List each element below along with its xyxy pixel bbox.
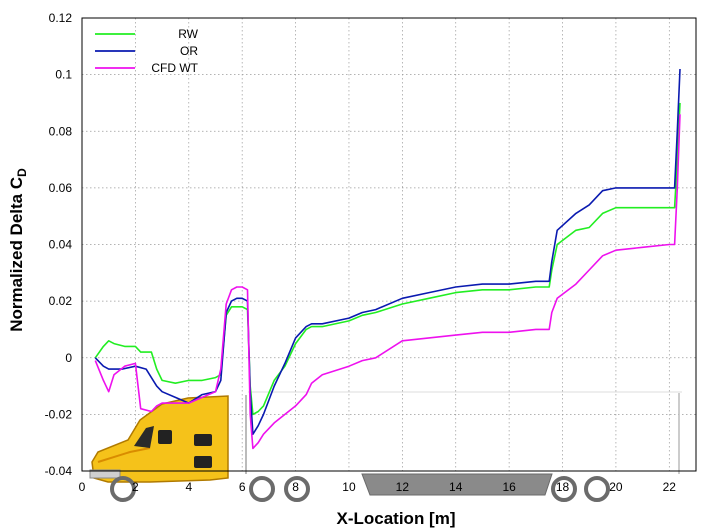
- cab-side-window: [158, 430, 172, 444]
- legend: RW OR CFD WT: [95, 27, 199, 75]
- series-line-cfd-wt: [94, 114, 681, 450]
- series-line-or: [94, 68, 681, 436]
- series-line-rw: [94, 102, 681, 416]
- y-tick-label: 0.04: [49, 238, 73, 252]
- trailer-silhouette: [361, 473, 553, 496]
- legend-label: RW: [178, 27, 198, 41]
- y-tick-label: 0.08: [49, 124, 73, 138]
- y-axis-title-subscript: D: [15, 168, 29, 177]
- series-lines: [94, 68, 681, 450]
- plot-frame: [81, 17, 697, 472]
- y-tick-label: 0.06: [49, 181, 73, 195]
- wheel: [110, 476, 136, 502]
- y-tick-label: 0.1: [55, 68, 72, 82]
- y-axis-title: Normalized Delta CD: [7, 168, 29, 332]
- x-tick-label: 10: [342, 480, 356, 494]
- cab-hood-stripe: [97, 447, 151, 463]
- grid: [81, 17, 696, 472]
- x-tick-label: 0: [79, 480, 86, 494]
- x-tick-label: 4: [185, 480, 192, 494]
- y-tick-labels: -0.04 -0.02 0 0.02 0.04 0.06 0.08 0.1 0.12: [45, 11, 73, 478]
- y-tick-label: 0.12: [49, 11, 73, 25]
- y-tick-label: -0.04: [45, 464, 73, 478]
- x-tick-label: 20: [609, 480, 623, 494]
- truck-illustration: [89, 391, 682, 502]
- x-tick-labels: 0 2 4 6 8 10 12 14 16 18 20 22: [79, 480, 677, 494]
- x-axis-title: X-Location [m]: [337, 509, 456, 528]
- x-tick-label: 14: [449, 480, 463, 494]
- cab-sleeper-window-2: [194, 456, 212, 468]
- y-tick-label: -0.02: [45, 407, 73, 421]
- x-tick-label: 2: [132, 480, 139, 494]
- wheel: [284, 476, 310, 502]
- x-tick-label: 8: [292, 480, 299, 494]
- x-tick-label: 6: [239, 480, 246, 494]
- x-tick-label: 18: [556, 480, 570, 494]
- x-tick-label: 12: [396, 480, 410, 494]
- x-tick-label: 16: [502, 480, 516, 494]
- legend-label: CFD WT: [151, 61, 198, 75]
- cab-windshield: [134, 426, 154, 448]
- y-tick-label: 0.02: [49, 294, 73, 308]
- cab-sleeper-window-1: [194, 434, 212, 446]
- y-axis-title-main: Normalized Delta C: [7, 177, 26, 332]
- wheel: [551, 476, 577, 502]
- wheel: [249, 476, 275, 502]
- wheel: [584, 476, 610, 502]
- y-tick-label: 0: [65, 351, 72, 365]
- legend-label: OR: [180, 44, 198, 58]
- x-tick-label: 22: [663, 480, 677, 494]
- cab-bumper: [89, 469, 121, 479]
